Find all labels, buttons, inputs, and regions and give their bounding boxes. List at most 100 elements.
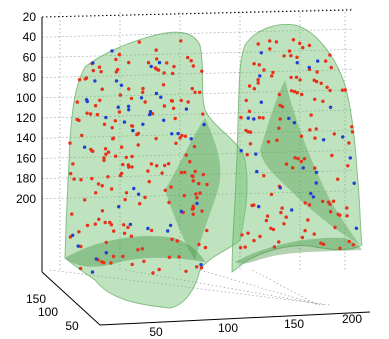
red-point — [350, 130, 355, 134]
red-point — [124, 155, 128, 160]
red-point — [245, 153, 249, 157]
red-point — [284, 162, 289, 166]
grid-line-floor — [49, 269, 331, 306]
red-point — [328, 202, 332, 206]
red-point — [166, 162, 171, 166]
blue-point — [246, 116, 250, 120]
red-point — [262, 68, 266, 72]
red-point — [328, 210, 333, 214]
red-point — [299, 159, 303, 164]
red-point — [94, 191, 98, 195]
red-point — [201, 112, 205, 116]
red-point — [238, 246, 243, 250]
red-point — [136, 131, 141, 136]
red-point — [167, 255, 172, 259]
red-point — [121, 162, 125, 167]
y-axis-line — [41, 271, 101, 326]
blue-point — [170, 132, 174, 136]
red-point — [102, 156, 106, 160]
red-point — [70, 212, 74, 216]
red-point — [291, 38, 296, 42]
red-point — [175, 239, 179, 243]
red-point — [184, 153, 188, 157]
blue-point — [176, 131, 180, 136]
red-point — [188, 160, 192, 164]
blue-point — [71, 233, 75, 237]
x-axis-line — [99, 311, 371, 326]
red-point — [118, 93, 123, 97]
right-lung-base — [235, 237, 362, 264]
red-point — [136, 248, 140, 252]
blue-point — [195, 201, 199, 206]
red-point — [195, 196, 199, 200]
red-point — [126, 225, 130, 230]
red-point — [172, 64, 176, 69]
blue-point — [278, 186, 282, 190]
red-point — [257, 115, 262, 120]
blue-point — [149, 64, 153, 69]
red-point — [252, 238, 256, 243]
red-point — [130, 165, 134, 169]
red-point — [243, 245, 247, 249]
red-point — [153, 66, 157, 70]
scatter-points — [68, 38, 359, 275]
red-point — [330, 153, 334, 158]
red-point — [190, 86, 194, 91]
blue-point — [127, 108, 131, 112]
x-tick-label: 200 — [342, 312, 362, 326]
red-point — [155, 164, 159, 168]
red-point — [275, 138, 279, 142]
red-point — [127, 87, 131, 91]
red-point — [127, 60, 131, 65]
red-point — [299, 134, 304, 138]
left-lung-fissure — [165, 118, 221, 260]
red-point — [287, 49, 292, 53]
red-point — [295, 91, 299, 95]
red-point — [169, 185, 173, 189]
blue-point — [287, 116, 291, 121]
red-point — [179, 98, 183, 103]
red-point — [163, 188, 167, 192]
red-point — [182, 193, 186, 198]
red-point — [205, 228, 209, 233]
blue-point — [131, 128, 135, 133]
red-point — [191, 204, 195, 208]
red-point — [258, 234, 262, 239]
red-point — [140, 247, 144, 251]
y-tick-label: 150 — [26, 292, 46, 306]
red-point — [102, 122, 107, 127]
y-tick-label: 50 — [65, 319, 79, 333]
red-point — [117, 110, 122, 114]
red-point — [71, 162, 75, 166]
blue-point — [259, 51, 263, 55]
z-tick-label: 200 — [16, 192, 36, 206]
red-point — [268, 39, 272, 43]
blue-point — [258, 74, 262, 78]
blue-point — [76, 244, 80, 248]
blue-point — [184, 107, 189, 111]
red-point — [298, 78, 302, 82]
red-point — [189, 59, 193, 63]
grid-lines — [41, 8, 353, 306]
red-point — [160, 171, 164, 175]
red-point — [88, 112, 93, 116]
red-point — [239, 115, 243, 120]
red-point — [180, 133, 184, 138]
red-point — [319, 241, 323, 245]
red-point — [179, 39, 183, 43]
red-point — [103, 220, 107, 225]
red-point — [280, 206, 284, 210]
red-point — [347, 141, 351, 145]
left-lung-surface — [64, 31, 248, 309]
red-point — [336, 177, 340, 181]
red-point — [109, 187, 114, 191]
red-point — [161, 83, 166, 87]
red-point — [284, 215, 288, 219]
red-point — [129, 96, 134, 101]
red-point — [95, 112, 100, 117]
red-point — [89, 147, 93, 152]
z-tick-label: 60 — [23, 50, 37, 64]
red-point — [340, 88, 345, 92]
blue-point — [126, 104, 131, 109]
red-point — [291, 166, 295, 170]
